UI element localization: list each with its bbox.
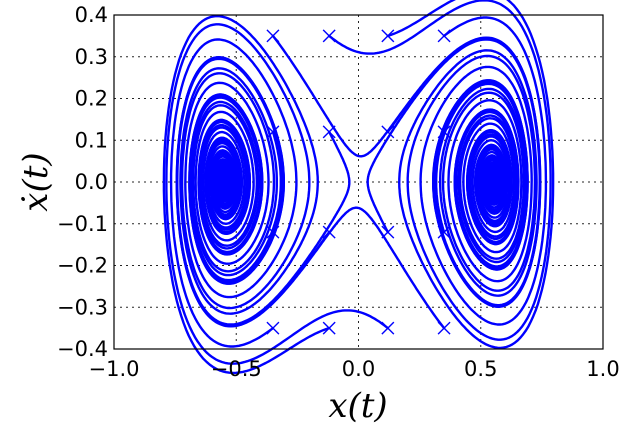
y-tick-label: −0.1 [57, 212, 108, 236]
start-marker [266, 321, 280, 335]
start-marker [437, 125, 451, 139]
start-marker-stroke [437, 321, 451, 335]
x-axis-label: x(t) [328, 386, 387, 426]
start-marker-stroke [381, 29, 395, 43]
x-tick-labels: −1.0 −0.5 0.0 0.5 1.0 [89, 357, 620, 381]
start-marker [437, 321, 451, 335]
start-marker [381, 321, 395, 335]
start-marker [381, 125, 395, 139]
y-tick-label: 0.2 [75, 87, 108, 111]
y-tick-label: 0.4 [75, 3, 108, 27]
trajectories [162, 0, 555, 375]
start-marker [322, 29, 336, 43]
start-markers [266, 29, 451, 335]
start-marker-stroke [266, 29, 280, 43]
start-marker-stroke [266, 125, 280, 139]
y-tick-label: 0.1 [75, 128, 108, 152]
y-tick-label: 0.0 [75, 170, 108, 194]
start-marker-stroke [437, 29, 451, 43]
start-marker-stroke [381, 225, 395, 239]
start-marker-stroke [266, 225, 280, 239]
x-tick-label: 0.5 [464, 357, 497, 381]
start-marker [322, 125, 336, 139]
start-marker [266, 225, 280, 239]
start-marker-stroke [322, 225, 336, 239]
x-tick-label: 0.0 [342, 357, 375, 381]
start-marker [437, 225, 451, 239]
plot-frame [113, 14, 604, 350]
start-marker-stroke [322, 321, 336, 335]
start-marker-stroke [381, 125, 395, 139]
y-axis-label: ẋ(t) [16, 152, 56, 211]
start-marker-stroke [322, 29, 336, 43]
start-marker-stroke [322, 125, 336, 139]
y-tick-label: −0.3 [57, 295, 108, 319]
start-marker [322, 225, 336, 239]
trajectory-line [435, 82, 528, 268]
start-marker [437, 29, 451, 43]
y-tick-label: 0.3 [75, 45, 108, 69]
start-marker [381, 225, 395, 239]
x-tick-label: −0.5 [211, 357, 262, 381]
trajectory-line [175, 56, 446, 330]
start-marker-stroke [381, 321, 395, 335]
grid [114, 15, 603, 349]
start-marker [322, 321, 336, 335]
start-marker-stroke [437, 125, 451, 139]
start-marker [266, 125, 280, 139]
start-marker [381, 29, 395, 43]
x-tick-label: 1.0 [586, 357, 619, 381]
start-marker-stroke [266, 321, 280, 335]
start-marker-stroke [437, 225, 451, 239]
y-tick-labels: 0.4 0.3 0.2 0.1 0.0 −0.1 −0.2 −0.3 −0.4 [57, 3, 108, 361]
start-marker [266, 29, 280, 43]
y-tick-label: −0.4 [57, 337, 108, 361]
y-tick-label: −0.2 [57, 254, 108, 278]
x-tick-label: −1.0 [89, 357, 140, 381]
